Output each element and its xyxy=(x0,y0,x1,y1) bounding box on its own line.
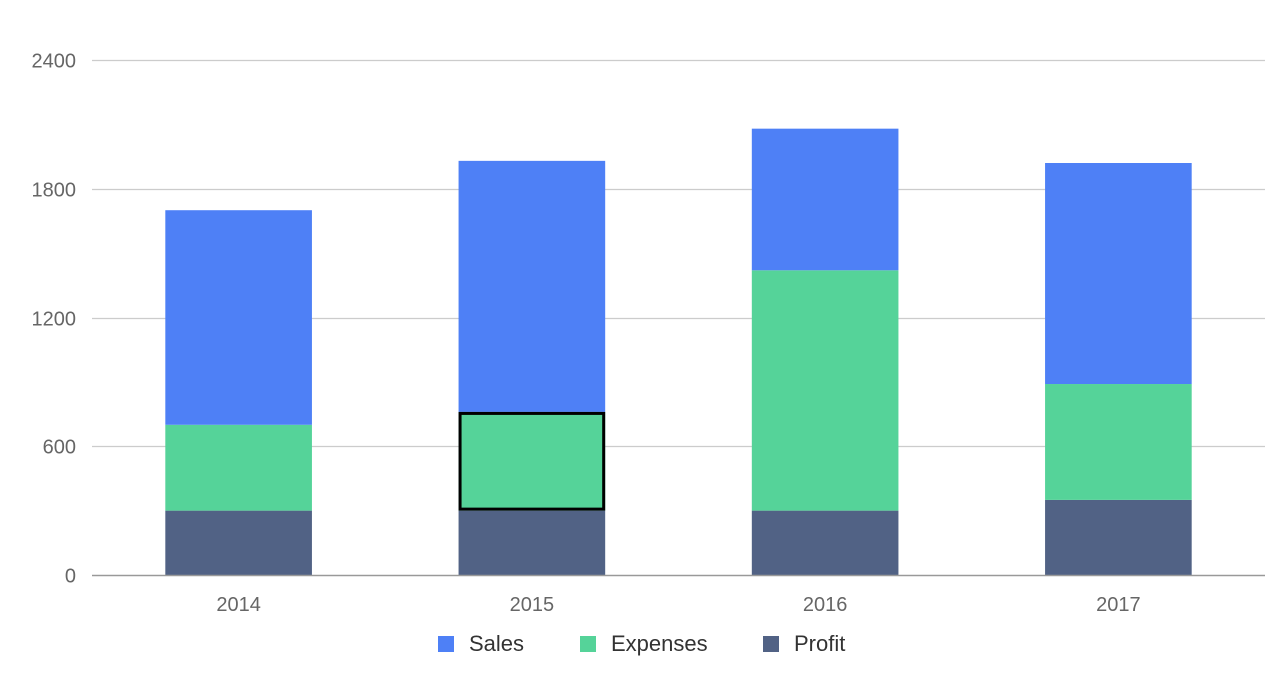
legend-swatch xyxy=(438,636,454,652)
bar-expenses-2016 xyxy=(751,270,899,511)
legend-item-sales: Sales xyxy=(438,631,524,656)
bars xyxy=(165,128,1192,575)
y-tick-label: 1800 xyxy=(32,180,77,202)
y-axis-ticks: 0 600 1200 1800 2400 xyxy=(32,51,77,588)
bar-profit-2015 xyxy=(458,510,606,575)
x-tick-label: 2017 xyxy=(1096,594,1141,616)
bar-expenses-2017 xyxy=(1045,384,1192,500)
legend-label: Sales xyxy=(469,631,524,656)
bar-expenses-2015 xyxy=(458,411,606,511)
legend-swatch xyxy=(580,636,596,652)
bar-profit-2016 xyxy=(751,510,899,575)
bar-sales-2016 xyxy=(751,128,899,271)
bar-profit-2017 xyxy=(1045,499,1192,575)
x-tick-label: 2015 xyxy=(510,594,555,616)
legend: Sales Expenses Profit xyxy=(438,631,845,656)
bar-sales-2017 xyxy=(1045,163,1192,385)
y-tick-label: 600 xyxy=(43,437,76,459)
x-tick-label: 2016 xyxy=(803,594,848,616)
highlight-outline xyxy=(458,411,606,511)
y-tick-label: 0 xyxy=(65,566,76,588)
y-tick-label: 2400 xyxy=(32,51,77,73)
bar-sales-2015 xyxy=(458,160,606,412)
legend-swatch xyxy=(763,636,779,652)
y-tick-label: 1200 xyxy=(32,309,77,331)
bar-sales-2014 xyxy=(165,210,312,425)
legend-item-profit: Profit xyxy=(763,631,845,656)
bar-expenses-2014 xyxy=(165,424,312,511)
legend-label: Expenses xyxy=(611,631,708,656)
legend-item-expenses: Expenses xyxy=(580,631,708,656)
x-tick-label: 2014 xyxy=(216,594,261,616)
x-axis-ticks: 2014 2015 2016 2017 xyxy=(216,594,1140,616)
bar-profit-2014 xyxy=(165,510,312,575)
legend-label: Profit xyxy=(794,631,845,656)
